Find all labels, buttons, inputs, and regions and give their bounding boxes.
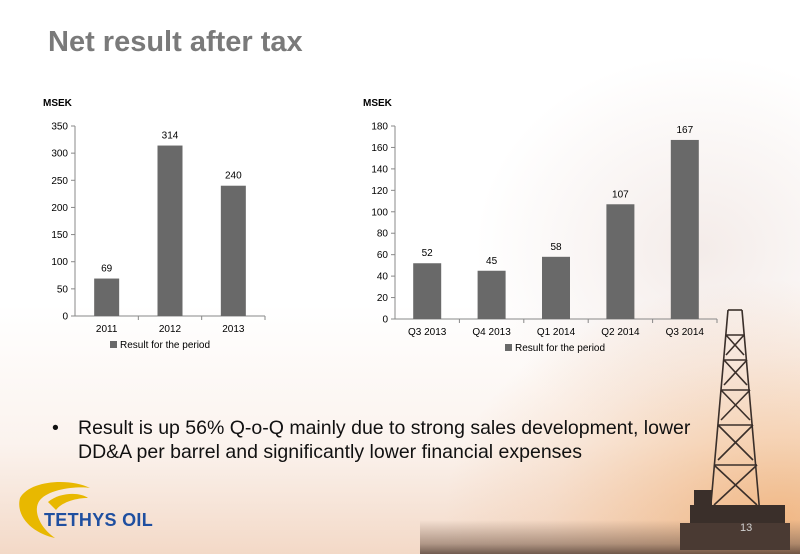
y-tick-label: 0 [62, 312, 68, 323]
y-tick-label: 80 [377, 229, 389, 240]
y-tick-label: 150 [51, 230, 68, 241]
y-tick-label: 160 [371, 143, 388, 154]
y-tick-label: 20 [377, 293, 389, 304]
drilling-rig-image [680, 309, 790, 550]
x-tick-label: Q1 2014 [537, 327, 576, 338]
data-label: 240 [225, 171, 242, 182]
data-label: 107 [612, 189, 629, 200]
x-tick-label: 2013 [222, 324, 245, 335]
x-tick-label: Q3 2013 [408, 327, 447, 338]
y-tick-label: 180 [371, 122, 388, 133]
x-tick-label: Q3 2014 [666, 327, 705, 338]
bar [413, 263, 442, 319]
page-number: 13 [740, 522, 753, 534]
legend-swatch [505, 344, 512, 351]
unit-label: MSEK [363, 98, 393, 109]
y-tick-label: 40 [377, 272, 389, 283]
data-label: 69 [101, 264, 113, 275]
y-tick-label: 0 [382, 315, 388, 326]
y-tick-label: 100 [51, 257, 68, 268]
data-label: 167 [676, 125, 693, 136]
unit-label: MSEK [43, 98, 73, 109]
y-tick-label: 250 [51, 176, 68, 187]
x-tick-label: Q4 2013 [472, 327, 511, 338]
summary-bullet: • Result is up 56% Q-o-Q mainly due to s… [52, 416, 692, 464]
y-tick-label: 120 [371, 186, 388, 197]
x-tick-label: Q2 2014 [601, 327, 640, 338]
data-label: 45 [486, 256, 498, 267]
x-tick-label: 2011 [96, 324, 118, 335]
bar [606, 204, 635, 319]
x-tick-label: 2012 [159, 324, 182, 335]
y-tick-label: 200 [51, 203, 68, 214]
bar [220, 185, 246, 316]
tethys-oil-logo-mark [19, 482, 90, 538]
y-tick-label: 50 [57, 284, 69, 295]
data-label: 58 [550, 242, 562, 253]
annual-result-chart: MSEK 0 50 100 150 200 250 300 350 69 2011 314 2012 24… [43, 98, 266, 351]
y-tick-label: 140 [371, 164, 388, 175]
legend-label: Result for the period [120, 340, 210, 351]
quarterly-result-chart: MSEK 0 20 40 60 80 100 120 140 160 180 52 Q3 2013 45 Q… [363, 98, 718, 354]
bar [477, 270, 506, 319]
y-tick-label: 350 [51, 122, 68, 133]
y-tick-label: 300 [51, 149, 68, 160]
summary-text: Result is up 56% Q-o-Q mainly due to str… [78, 417, 691, 463]
data-label: 52 [422, 248, 434, 259]
legend-swatch [110, 341, 117, 348]
data-label: 314 [162, 131, 179, 142]
bullet-dot: • [52, 417, 59, 439]
logo-text: TETHYS OIL [44, 510, 154, 530]
bar [157, 145, 183, 316]
bar [94, 278, 120, 316]
y-tick-label: 60 [377, 250, 389, 261]
y-tick-label: 100 [371, 207, 388, 218]
page-title: Net result after tax [48, 26, 303, 58]
bar [542, 256, 570, 319]
bar [670, 139, 699, 319]
legend-label: Result for the period [515, 343, 605, 354]
